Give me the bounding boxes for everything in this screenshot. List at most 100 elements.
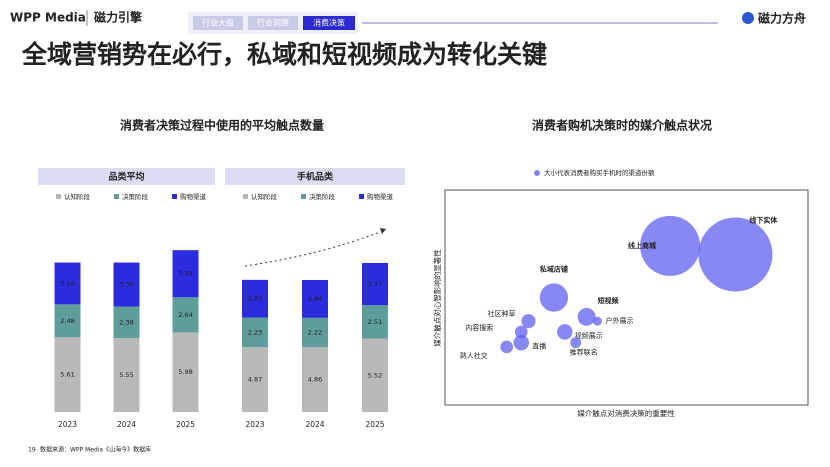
group-label: 手机品类 [297, 171, 334, 183]
partner: 磁力引擎 [93, 10, 142, 25]
bubble [513, 334, 529, 351]
bubble-label: 视频展示 [575, 331, 603, 340]
bar-segment [172, 297, 199, 333]
bar-segment [362, 262, 388, 306]
chart-title: 消费者决策过程中使用的平均触点数量 [120, 118, 324, 133]
legend-swatch [359, 194, 364, 199]
bar-segment [242, 347, 268, 412]
bubble [514, 325, 528, 339]
value-label: 3.54 [178, 270, 192, 278]
bubble [577, 307, 596, 326]
bar-segment [54, 262, 81, 305]
plot-frame [444, 189, 809, 406]
value-label: 5.52 [368, 371, 382, 379]
tab-label[interactable]: 行业洞察 [257, 18, 289, 28]
right-brand: 磁力方舟 [757, 11, 806, 26]
chart-title: 消费者购机决策时的媒介触点状况 [532, 118, 712, 133]
legend-swatch [114, 194, 119, 199]
value-label: 3.30 [119, 281, 133, 289]
legend-label: 购物渠道 [180, 192, 207, 201]
value-label: 2.23 [248, 328, 262, 336]
value-label: 2.64 [178, 311, 192, 319]
x-axis-label: 媒介触点对消费决策的重要性 [577, 408, 675, 418]
legend-swatch [301, 194, 306, 199]
bubble-label: 户外展示 [605, 316, 633, 325]
x-tick-label: 2024 [305, 420, 324, 429]
legend-label: 认知阶段 [251, 192, 278, 201]
legend-swatch [56, 194, 61, 199]
value-label: 3.14 [60, 279, 74, 287]
legend-label: 决策阶段 [122, 192, 149, 201]
value-label: 4.87 [248, 376, 262, 384]
bubble [570, 337, 582, 349]
legend-label: 决策阶段 [309, 192, 336, 201]
bar-segment [54, 304, 81, 338]
bar-segment [362, 338, 388, 412]
bar-segment [362, 305, 388, 339]
bubble-label: 熟人社交 [460, 351, 488, 360]
bubble-label: 直播 [532, 342, 546, 351]
legend-swatch [243, 194, 248, 199]
bubble-label: 线下实体 [749, 216, 778, 225]
bar-segment [172, 250, 199, 298]
logo-icon [742, 12, 754, 24]
legend-label: 购物渠道 [367, 192, 394, 201]
tab[interactable] [193, 16, 243, 30]
brand: WPP Media [10, 11, 86, 25]
bar-segment [242, 317, 268, 348]
bubble [521, 314, 536, 329]
bar-segment [302, 279, 328, 318]
bar-segment [113, 338, 140, 412]
bubble-label: 推荐联名 [570, 348, 598, 357]
bubble [592, 316, 602, 326]
value-label: 2.38 [119, 318, 133, 326]
bubble [640, 215, 701, 276]
tab-label[interactable]: 行业大盘 [202, 18, 234, 28]
x-tick-label: 2023 [245, 420, 264, 429]
bar-segment [242, 279, 268, 318]
bubble-label: 线上商城 [628, 241, 656, 250]
legend-label: 大小代表消费者购买手机时的渠道份额 [544, 168, 655, 177]
group-header [225, 168, 405, 185]
bubble-label: 内容搜索 [465, 323, 493, 332]
value-label: 3.17 [368, 280, 382, 288]
tab-label[interactable]: 消费决策 [313, 18, 345, 28]
bubble-label: 社区种草 [487, 309, 515, 318]
value-label: 2.48 [60, 317, 74, 325]
value-label: 2.83 [248, 295, 262, 303]
slide-title: 全域营销势在必行，私域和短视频成为转化关键 [21, 40, 547, 69]
x-tick-label: 2024 [117, 420, 136, 429]
bar-segment [302, 317, 328, 348]
bar-segment [54, 337, 81, 412]
value-label: 2.51 [368, 318, 382, 326]
group-header [38, 168, 215, 185]
legend-marker [534, 170, 540, 176]
bar-segment [113, 306, 140, 339]
bar-segment [172, 332, 199, 412]
tab[interactable] [248, 16, 298, 30]
bubble [557, 324, 573, 340]
bubble [500, 340, 514, 354]
value-label: 5.98 [178, 368, 192, 376]
tab-active[interactable] [303, 16, 355, 30]
y-axis-label: 媒介触点对心智影响的显著性 [432, 249, 442, 347]
value-label: 2.22 [308, 329, 322, 337]
page-number: 19 [28, 447, 36, 454]
value-label: 5.61 [60, 371, 74, 379]
source-note: 数据来源：WPP Media《山海今》数据库 [40, 446, 151, 454]
bubble [698, 217, 773, 292]
value-label: 2.84 [308, 295, 322, 303]
group-label: 品类平均 [108, 171, 144, 183]
x-tick-label: 2025 [176, 420, 195, 429]
bubble [539, 283, 569, 312]
legend-label: 认知阶段 [64, 192, 91, 201]
trend-arrow [244, 231, 381, 267]
legend-swatch [172, 194, 177, 199]
x-tick-label: 2025 [365, 420, 384, 429]
bar-segment [113, 262, 140, 307]
trend-arrowhead [380, 228, 386, 234]
bubble-label: 私域店铺 [539, 265, 568, 274]
x-tick-label: 2023 [58, 420, 77, 429]
value-label: 5.55 [119, 371, 133, 379]
